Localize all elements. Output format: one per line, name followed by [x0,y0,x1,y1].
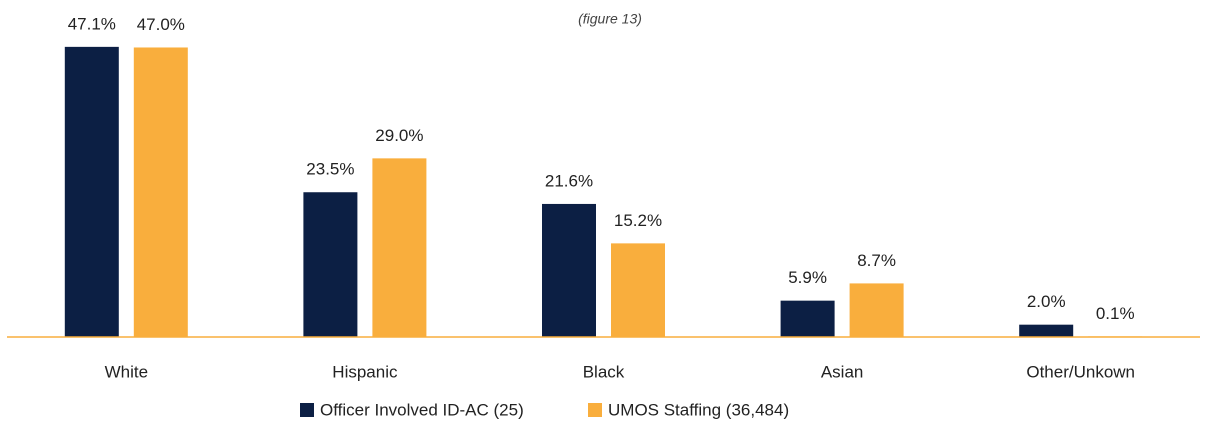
data-label: 0.1% [1096,304,1135,323]
data-label: 47.0% [137,15,185,34]
bar [849,283,904,337]
bar [64,46,119,337]
bar [133,47,188,337]
data-label: 21.6% [545,171,593,190]
data-label: 23.5% [306,160,354,179]
legend-label: UMOS Staffing (36,484) [608,400,789,419]
bar [303,192,358,337]
legend-swatch [300,403,314,417]
bar [542,203,596,337]
bar [780,300,835,337]
x-tick-label: Black [583,362,625,381]
x-tick-label: White [105,362,148,381]
data-label: 2.0% [1027,292,1066,311]
bar [1019,324,1074,337]
x-tick-label: Other/Unkown [1026,362,1135,381]
chart-title: (figure 13) [578,11,642,27]
data-label: 47.1% [68,14,116,33]
legend-label: Officer Involved ID-AC (25) [320,400,524,419]
data-label: 8.7% [857,251,896,270]
legend-swatch [588,403,602,417]
x-tick-label: Hispanic [332,362,398,381]
data-label: 5.9% [788,268,827,287]
data-label: 15.2% [614,211,662,230]
bar [372,158,427,337]
x-tick-label: Asian [821,362,864,381]
data-label: 29.0% [375,126,423,145]
bar [611,243,665,337]
